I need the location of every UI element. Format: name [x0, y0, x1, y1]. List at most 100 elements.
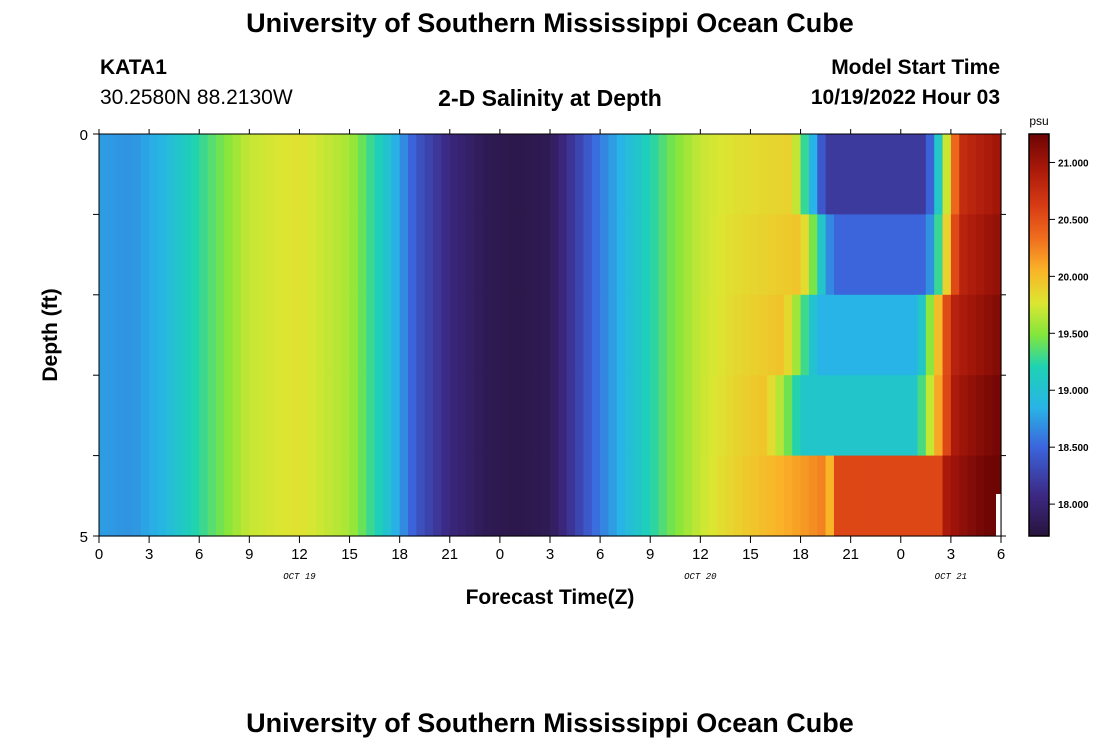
heatmap-cell [357, 455, 367, 537]
heatmap-cell [282, 214, 292, 296]
heatmap-cell [850, 375, 860, 457]
heatmap-cell [307, 294, 317, 376]
heatmap-cell [174, 134, 184, 215]
heatmap-cell [533, 294, 543, 376]
heatmap-cell [182, 294, 192, 376]
heatmap-cell [658, 455, 668, 537]
x-date-label: OCT 20 [684, 572, 717, 582]
heatmap-cell [984, 294, 994, 376]
heatmap-cell [934, 214, 944, 296]
heatmap-cell [767, 294, 777, 376]
heatmap-cell [107, 134, 117, 215]
heatmap-cell [391, 214, 401, 296]
heatmap-cell [875, 134, 885, 215]
heatmap-cell [332, 455, 342, 537]
heatmap-cell [917, 214, 927, 296]
colorbar: psu 18.000 18.500 19.000 19.500 20.000 20.500… [1028, 114, 1089, 537]
heatmap-cell [491, 375, 501, 457]
heatmap-cell [666, 375, 676, 457]
heatmap-cell [366, 375, 376, 457]
heatmap-cell [182, 214, 192, 296]
heatmap-cell [190, 214, 200, 296]
heatmap-cell [149, 455, 159, 537]
heatmap-cell [99, 455, 108, 537]
heatmap-cell [207, 455, 217, 537]
heatmap-cell [892, 214, 902, 296]
heatmap-cell [324, 214, 334, 296]
heatmap-cell [909, 375, 919, 457]
heatmap-cell [291, 455, 301, 537]
heatmap-cell [316, 134, 326, 215]
heatmap-cell [483, 214, 493, 296]
heatmap-cell [416, 455, 426, 537]
heatmap-cell [783, 294, 793, 376]
heatmap-cell [424, 294, 434, 376]
heatmap-cell [207, 294, 217, 376]
heatmap-cell [950, 294, 960, 376]
heatmap-cell [733, 134, 743, 215]
heatmap-cell [132, 294, 142, 376]
heatmap-cell [850, 455, 860, 537]
heatmap-cell [733, 294, 743, 376]
heatmap-cell [575, 134, 585, 215]
heatmap-cell [190, 134, 200, 215]
heatmap-cell [733, 214, 743, 296]
y-tick-label: 5 [80, 529, 88, 546]
heatmap-cell [224, 455, 234, 537]
heatmap-cell [149, 375, 159, 457]
heatmap-cell [491, 455, 501, 537]
heatmap-cell [808, 134, 818, 215]
heatmap-cell [307, 455, 317, 537]
heatmap-cell [382, 134, 392, 215]
heatmap-cell [733, 375, 743, 457]
heatmap-cell [349, 375, 359, 457]
heatmap-cell [374, 134, 384, 215]
heatmap-cell [474, 134, 484, 215]
heatmap-cell [474, 375, 484, 457]
heatmap-cell [867, 134, 877, 215]
heatmap-cell [867, 455, 877, 537]
heatmap-cell [550, 294, 559, 376]
heatmap-cell [767, 375, 777, 457]
heatmap-cell [591, 214, 601, 296]
heatmap-cell [174, 294, 184, 376]
heatmap-cell [174, 375, 184, 457]
heatmap-cell [341, 294, 351, 376]
heatmap-cell [291, 134, 301, 215]
heatmap-cell [700, 294, 710, 376]
heatmap-cell [149, 134, 159, 215]
heatmap-cell [382, 455, 392, 537]
heatmap-cell [99, 375, 108, 457]
heatmap-cell [792, 455, 802, 537]
heatmap-cell [600, 375, 610, 457]
heatmap-cell [700, 375, 710, 457]
heatmap-cell [558, 214, 568, 296]
heatmap-cell [900, 294, 910, 376]
heatmap-cell [633, 134, 643, 215]
heatmap-cell [124, 134, 134, 215]
station-id: KATA1 [100, 56, 167, 79]
heatmap-cell [934, 455, 944, 537]
x-tick-label: 21 [842, 546, 859, 563]
heatmap-cell [215, 294, 225, 376]
heatmap-cell [524, 214, 534, 296]
heatmap-cell [650, 294, 660, 376]
heatmap-cell [909, 455, 919, 537]
x-date-label: OCT 19 [283, 572, 316, 582]
heatmap-cell [808, 214, 818, 296]
heatmap-cell [524, 134, 534, 215]
heatmap-cell [466, 134, 476, 215]
heatmap-cell [366, 134, 376, 215]
heatmap-cell [449, 134, 459, 215]
heatmap-cell [550, 455, 559, 537]
heatmap-cell [967, 294, 977, 376]
heatmap-cell [616, 455, 626, 537]
heatmap-cell [641, 214, 651, 296]
heatmap-cell [149, 294, 159, 376]
heatmap-cell [499, 455, 509, 537]
heatmap-cell [583, 375, 593, 457]
heatmap-cell [800, 134, 810, 215]
heatmap-cell [750, 214, 760, 296]
heatmap-cell [140, 294, 150, 376]
heatmap-cell [884, 375, 894, 457]
